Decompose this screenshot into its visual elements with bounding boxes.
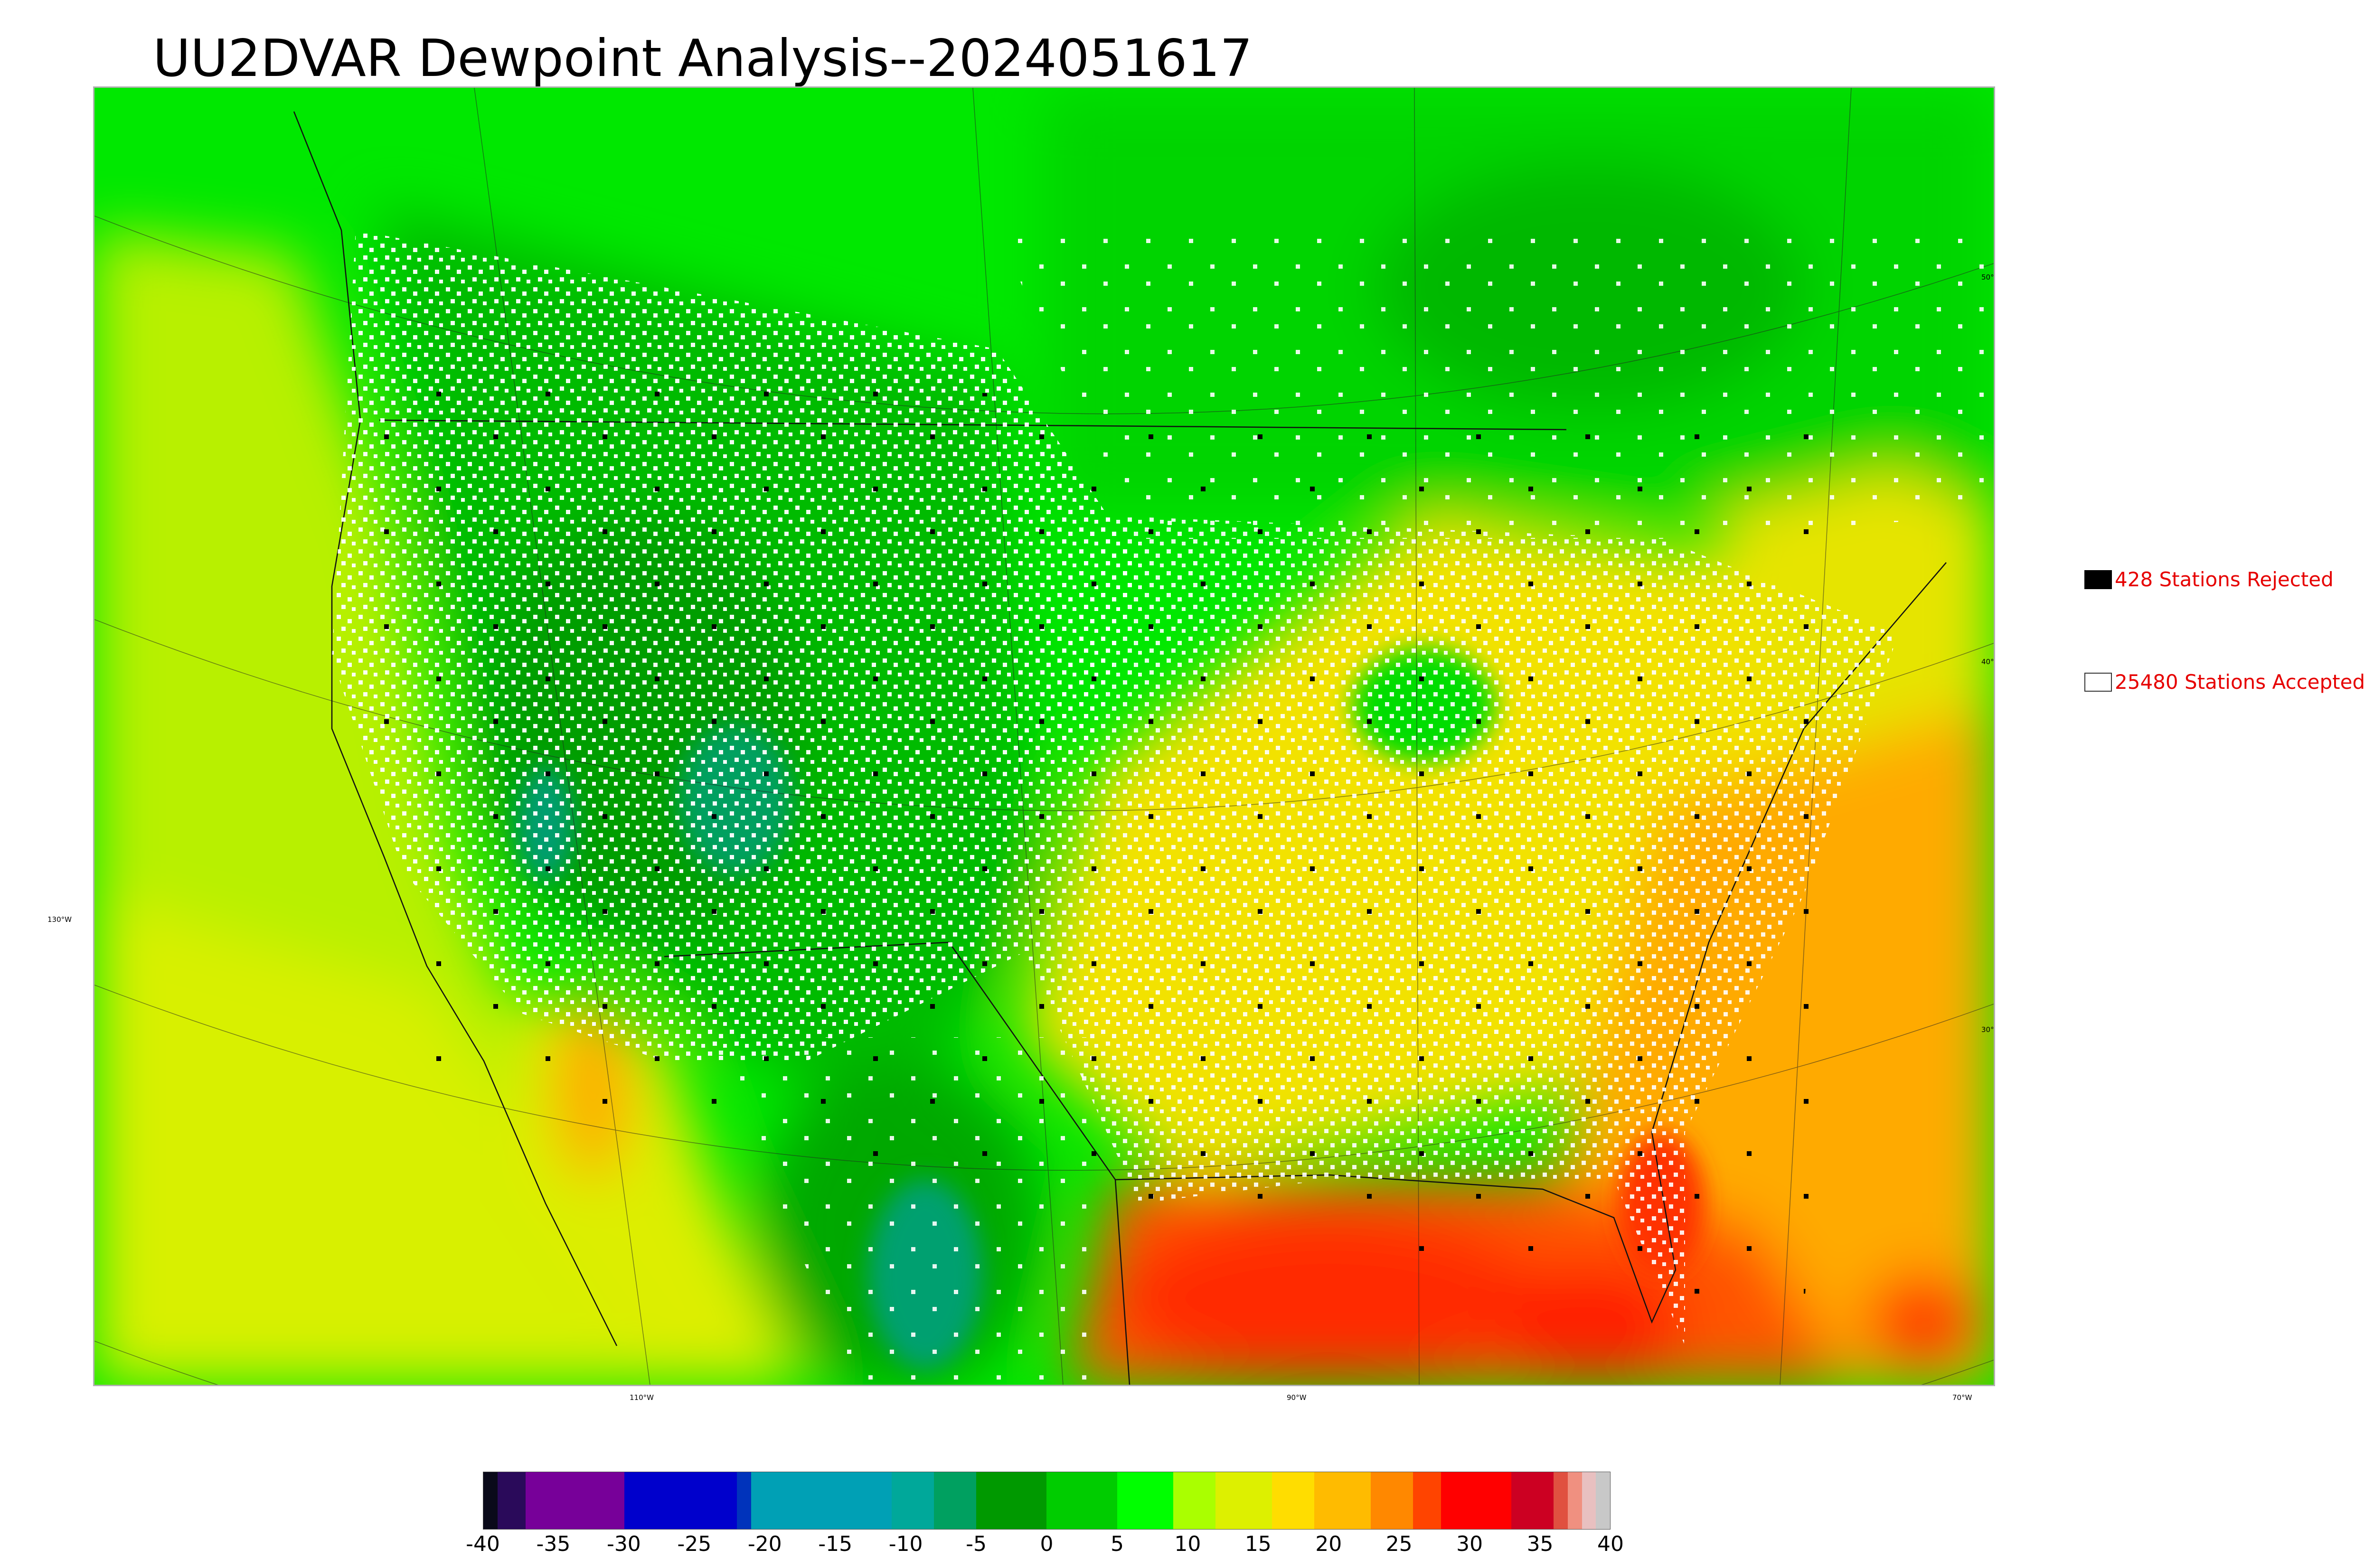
colorbar-tick-label: 15	[1244, 1532, 1272, 1556]
lat-label-50n: 50°N	[1981, 273, 1994, 282]
colorbar-tick-label: 5	[1110, 1532, 1124, 1556]
colorbar-segment	[497, 1472, 526, 1529]
colorbar-tick-label: -10	[888, 1532, 923, 1556]
lon-label-130w: 130°W	[47, 915, 72, 924]
colorbar-segment	[1314, 1472, 1371, 1529]
colorbar-segment	[1511, 1472, 1554, 1529]
colorbar-tick-label: 30	[1456, 1532, 1483, 1556]
dewpoint-field-svg	[94, 88, 1994, 1385]
colorbar-segment	[1370, 1472, 1413, 1529]
colorbar-tick-label: 40	[1597, 1532, 1624, 1556]
colorbar-segment	[1117, 1472, 1174, 1529]
lon-label-70w: 70°W	[1952, 1393, 1972, 1402]
colorbar-segment	[1046, 1472, 1117, 1529]
colorbar-tick-label: -15	[818, 1532, 853, 1556]
legend-rejected: 428 Stations Rejected	[2084, 568, 2334, 591]
map-title: UU2DVAR Dewpoint Analysis--2024051617	[152, 29, 1253, 88]
station-markers	[332, 230, 1994, 1385]
lat-label-40n: 40°N	[1981, 657, 1994, 666]
colorbar-tick-label: 25	[1385, 1532, 1413, 1556]
colorbar-segment	[976, 1472, 1047, 1529]
colorbar-segment	[934, 1472, 977, 1529]
colorbar-segment	[1272, 1472, 1315, 1529]
colorbar-tick-label: -25	[677, 1532, 712, 1556]
colorbar-segment	[1582, 1472, 1596, 1529]
colorbar-tick-label: -40	[466, 1532, 500, 1556]
colorbar-tick-label: -5	[966, 1532, 987, 1556]
colorbar-segment	[892, 1472, 934, 1529]
legend-accepted: 25480 Stations Accepted	[2084, 670, 2365, 694]
colorbar-segment	[1173, 1472, 1216, 1529]
dewpoint-analysis-map: 50°N 40°N 30°N	[93, 86, 1995, 1386]
colorbar-tick-label: 20	[1315, 1532, 1342, 1556]
lon-label-110w: 110°W	[630, 1393, 654, 1402]
colorbar-segment	[751, 1472, 892, 1529]
colorbar-tick-label: 35	[1526, 1532, 1554, 1556]
accepted-swatch	[2084, 672, 2112, 692]
colorbar-segment	[624, 1472, 737, 1529]
lon-label-90w: 90°W	[1287, 1393, 1307, 1402]
colorbar-segment	[1441, 1472, 1512, 1529]
colorbar-tick-label: -30	[606, 1532, 641, 1556]
colorbar-segment	[1596, 1472, 1610, 1529]
colorbar-ticks: -40 -35 -30 -25 -20 -15 -10 -5 0 5 10 15 20 25 30 35 40	[0, 1532, 2374, 1560]
colorbar-segment	[483, 1472, 498, 1529]
legend-accepted-label: 25480 Stations Accepted	[2115, 670, 2365, 694]
colorbar-tick-label: 0	[1040, 1532, 1054, 1556]
legend-rejected-label: 428 Stations Rejected	[2115, 568, 2334, 591]
colorbar-tick-label: -35	[536, 1532, 571, 1556]
colorbar-segment	[525, 1472, 624, 1529]
rejected-swatch	[2084, 570, 2112, 589]
lat-label-30n: 30°N	[1981, 1025, 1994, 1034]
colorbar-tick-label: 10	[1174, 1532, 1201, 1556]
colorbar-segment	[736, 1472, 751, 1529]
colorbar-segment	[1554, 1472, 1568, 1529]
colorbar	[483, 1472, 1611, 1530]
colorbar-segment	[1413, 1472, 1441, 1529]
colorbar-segment	[1215, 1472, 1272, 1529]
colorbar-segment	[1567, 1472, 1582, 1529]
colorbar-tick-label: -20	[747, 1532, 782, 1556]
